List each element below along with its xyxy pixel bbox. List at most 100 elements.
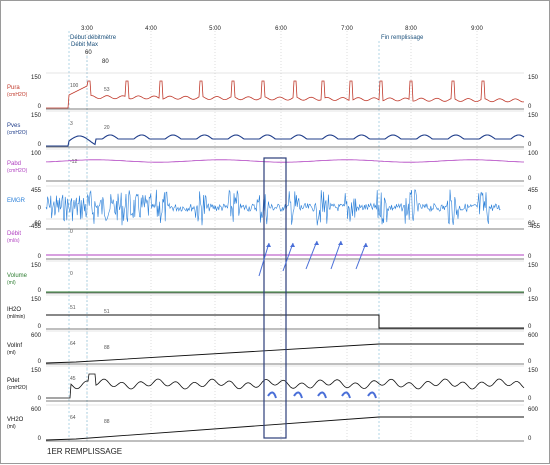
channel-name-pves: Pves [7, 123, 20, 129]
pdet-marker-1 [293, 391, 303, 399]
annotation-arrow-0 [258, 242, 270, 277]
scale-min-right: 0 [528, 288, 532, 294]
trace-pabd [46, 159, 524, 163]
time-tick-label: 5:00 [209, 26, 221, 32]
scale-mid-right: 0 [528, 206, 532, 212]
scale-min-right: 0 [528, 359, 532, 365]
pdet-marker-0 [267, 391, 277, 399]
scale-min-left: 0 [38, 324, 42, 330]
scale-min-right: 0 [528, 324, 532, 330]
scale-max-left: 600 [31, 407, 42, 413]
scale-max-right: 150 [528, 297, 539, 303]
lane-value-marker: 53 [104, 87, 110, 93]
scale-max-left: 455 [31, 188, 42, 194]
scale-max-left: 150 [31, 263, 42, 269]
scale-min-left: 0 [38, 142, 42, 148]
lane-value-marker: 20 [104, 125, 110, 131]
lane-value-marker: 88 [104, 419, 110, 425]
scale-min-right: 0 [528, 436, 532, 442]
scale-max-left: 150 [31, 113, 42, 119]
scale-max-left: 100 [31, 151, 42, 157]
scale-min-right: 0 [528, 396, 532, 402]
time-tick-label: 6:00 [275, 26, 287, 32]
channel-name-vh2o: VH2O [7, 417, 24, 423]
scale-max-right: 150 [528, 113, 539, 119]
scale-max-right: 60 [528, 221, 535, 227]
annotation-arrowhead-1 [290, 243, 295, 247]
channel-name-debit: Débit [7, 231, 21, 237]
lane-value-marker: -12 [70, 159, 77, 165]
time-tick-label: 7:00 [341, 26, 353, 32]
channel-unit-vh2o: (ml) [7, 424, 16, 430]
time-tick-label: 3:00 [81, 26, 93, 32]
lane-value-marker: 51 [104, 309, 110, 315]
trace-ih2o [46, 314, 524, 329]
scale-min-left: 0 [38, 104, 42, 110]
scale-min-left: 0 [38, 436, 42, 442]
channel-unit-ih2o: (ml/min) [7, 314, 25, 320]
time-tick-label: 4:00 [145, 26, 157, 32]
channel-unit-pves: (cmH2O) [7, 130, 28, 136]
scale-min-left: 0 [38, 359, 42, 365]
trace-emg [45, 189, 501, 226]
scale-max-left: 150 [31, 297, 42, 303]
pdet-marker-3 [341, 391, 351, 399]
channel-unit-debit: (ml/s) [7, 238, 20, 244]
scale-max-left: 150 [31, 368, 42, 374]
scale-max-right: 150 [528, 75, 539, 81]
scale-max-left: 150 [31, 75, 42, 81]
event-marker-value: 80 [102, 59, 109, 65]
scale-min-left: 0 [38, 254, 42, 260]
annotation-arrowhead-2 [314, 241, 319, 245]
lane-value-marker: 45 [70, 376, 76, 382]
time-tick-label: 8:00 [405, 26, 417, 32]
lane-value-marker: 0 [70, 271, 73, 277]
annotation-arrow-1 [282, 242, 294, 272]
channel-unit-pura: (cmH2O) [7, 92, 28, 98]
scale-min-left: 0 [38, 288, 42, 294]
channel-name-vollnf: VolInf [7, 343, 22, 349]
scale-mid-left: 0 [38, 206, 42, 212]
event-label-debit-max: Débit Max [71, 42, 98, 48]
event-label-debitmetre: Début débitmètre [70, 35, 117, 41]
scale-min-right: -455 [528, 224, 541, 230]
channel-unit-volume: (ml) [7, 280, 16, 286]
scale-min-right: 0 [528, 104, 532, 110]
event-label-fin-remplissage: Fin remplissage [381, 35, 424, 41]
lane-value-marker: 100 [70, 83, 79, 89]
channel-name-ih2o: IH2O [7, 307, 21, 313]
channel-unit-pdet: (cmH2O) [7, 385, 28, 391]
annotation-arrowhead-3 [338, 241, 343, 245]
trace-vh2o [45, 416, 524, 441]
channel-name-pdet: Pdet [7, 378, 20, 384]
pdet-marker-2 [317, 391, 327, 399]
scale-min-right: 0 [528, 176, 532, 182]
lane-value-marker: 51 [70, 305, 76, 311]
lane-value-marker: 3 [70, 121, 73, 127]
annotation-arrow-2 [305, 240, 318, 270]
channel-name-emgr: EMGR [7, 198, 26, 204]
channel-name-volume: Volume [7, 273, 28, 279]
scale-max-right: 150 [528, 368, 539, 374]
time-tick-label: 9:00 [471, 26, 483, 32]
scale-min-left: 0 [38, 176, 42, 182]
channel-name-pabd: Pabd [7, 161, 21, 167]
pdet-marker-4 [367, 391, 377, 399]
trace-pdet [46, 373, 525, 399]
scale-min-right: 0 [528, 142, 532, 148]
annotation-arrowhead-0 [266, 243, 271, 247]
recording-label: 1ER REMPLISSAGE [47, 447, 123, 456]
channel-unit-vollnf: (ml) [7, 350, 16, 356]
lane-value-marker: 0 [70, 229, 73, 235]
event-marker-value: 60 [85, 50, 92, 56]
annotation-arrow-4 [355, 242, 367, 270]
channel-name-pura: Pura [7, 85, 20, 91]
trace-pura [46, 80, 524, 109]
scale-max-left: 60 [34, 221, 41, 227]
scale-max-right: 600 [528, 333, 539, 339]
channel-unit-pabd: (cmH2O) [7, 168, 28, 174]
annotation-arrow-3 [330, 240, 342, 270]
scale-max-right: 600 [528, 407, 539, 413]
